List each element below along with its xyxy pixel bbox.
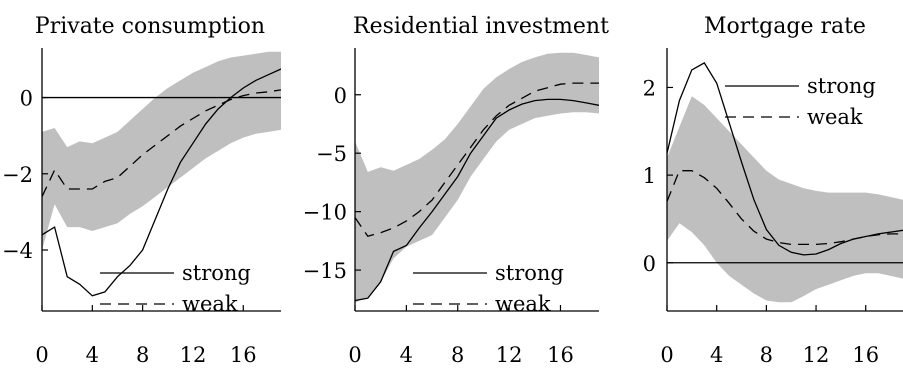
legend: strong weak: [725, 74, 876, 129]
series-line-weak: [42, 89, 281, 197]
x-tick-label: 4: [710, 343, 723, 367]
series-line-strong: [42, 68, 281, 297]
y-tick-label: 0: [20, 87, 33, 111]
series-line-strong: [355, 98, 599, 302]
x-tick-label: 0: [660, 343, 673, 367]
x-tick-label: 8: [451, 343, 464, 367]
chart-panel-2: Residential investment 0 −5 −10 −15 0 4 8 12 16 st…: [303, 14, 609, 367]
y-tick-label: 1: [643, 164, 656, 188]
x-tick-label: 8: [760, 343, 773, 367]
x-tick-label: 4: [86, 343, 99, 367]
legend-label-weak: weak: [182, 292, 238, 316]
y-tick-label: −4: [2, 239, 33, 263]
chart-title: Residential investment: [353, 14, 609, 39]
x-tick-label: 8: [136, 343, 149, 367]
chart-title: Mortgage rate: [704, 14, 866, 39]
series-line-weak: [355, 82, 599, 237]
chart-panel-3: Mortgage rate 2 1 0 0 4 8 12 16 strong weak: [643, 14, 903, 367]
confidence-band: [42, 51, 281, 250]
y-tick-label: 2: [643, 76, 656, 100]
x-tick-label: 12: [180, 343, 207, 367]
legend-label-weak: weak: [807, 105, 863, 129]
x-tick-label: 4: [400, 343, 413, 367]
legend-label-strong: strong: [807, 74, 876, 98]
y-tick-label: −2: [2, 163, 33, 187]
legend: strong weak: [100, 261, 251, 316]
x-tick-label: 12: [496, 343, 523, 367]
y-tick-label: −5: [316, 142, 347, 166]
legend-label-strong: strong: [182, 261, 251, 285]
x-tick-label: 16: [852, 343, 879, 367]
x-tick-label: 16: [230, 343, 257, 367]
y-tick-label: 0: [643, 252, 656, 276]
chart-panel-1: Private consumption 0 −2 −4 0 4 8 12 16 strong wea…: [2, 14, 281, 367]
legend: strong weak: [413, 261, 564, 316]
chart-title: Private consumption: [35, 14, 265, 39]
series-line-strong: [667, 62, 903, 256]
x-tick-label: 16: [547, 343, 574, 367]
confidence-band: [667, 96, 903, 303]
x-tick-label: 0: [35, 343, 48, 367]
confidence-band: [355, 52, 599, 303]
legend-label-weak: weak: [495, 292, 551, 316]
x-tick-label: 0: [348, 343, 361, 367]
legend-label-strong: strong: [495, 261, 564, 285]
plot-area: [355, 52, 599, 303]
plot-area: [42, 51, 281, 297]
plot-area: [667, 62, 903, 303]
y-tick-label: −15: [303, 259, 347, 283]
y-tick-label: 0: [334, 84, 347, 108]
x-tick-label: 12: [803, 343, 830, 367]
y-tick-label: −10: [303, 201, 347, 225]
series-line-weak: [667, 170, 903, 246]
